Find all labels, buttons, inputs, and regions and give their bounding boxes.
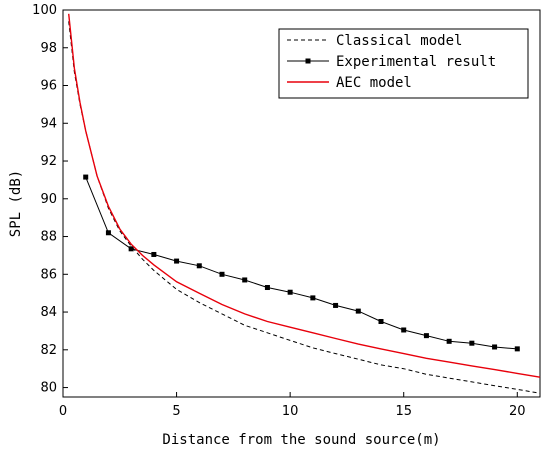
x-tick-label: 10 <box>282 404 299 419</box>
experimental-point <box>423 333 429 339</box>
experimental-point <box>151 251 157 257</box>
y-tick-label: 92 <box>40 154 57 169</box>
legend-box <box>278 28 529 99</box>
x-tick-label: 15 <box>395 404 412 419</box>
y-tick-label: 90 <box>40 192 57 207</box>
experimental-point <box>83 174 89 180</box>
x-tick-label: 20 <box>509 404 526 419</box>
y-tick-label: 84 <box>40 305 57 320</box>
legend-marker <box>305 58 311 64</box>
experimental-point <box>514 346 520 352</box>
experimental-result-line <box>85 176 518 350</box>
plot-frame <box>62 9 541 398</box>
y-tick-label: 80 <box>40 381 57 396</box>
classical-model-legend-label: Classical model <box>336 33 462 49</box>
experimental-point <box>355 308 361 314</box>
legend: Classical model Experimental result AEC mo… <box>278 28 529 99</box>
experimental-point <box>446 338 452 344</box>
experimental-point <box>492 344 498 350</box>
y-tick-label: 88 <box>40 230 57 245</box>
experimental-point <box>128 246 134 252</box>
y-tick-label: 96 <box>40 79 57 94</box>
series-layer <box>68 13 541 394</box>
x-tick-label: 0 <box>59 404 67 419</box>
experimental-point <box>401 327 407 333</box>
experimental-point <box>242 277 248 283</box>
y-tick-label: 100 <box>32 3 57 18</box>
experimental-point <box>310 295 316 301</box>
y-tick-label: 86 <box>40 267 57 282</box>
x-tick-label: 5 <box>172 404 180 419</box>
experimental-point <box>333 302 339 308</box>
experimental-result-legend-label: Experimental result <box>336 54 496 70</box>
experimental-point <box>264 285 270 291</box>
experimental-point <box>378 318 384 324</box>
y-axis: 80 82 84 86 88 90 92 94 96 98 100 <box>32 3 68 396</box>
experimental-point <box>105 230 111 236</box>
plot-area-border <box>62 9 541 398</box>
x-axis: 0 5 10 15 20 <box>59 392 526 419</box>
x-axis-label: Distance from the sound source(m) <box>162 432 440 448</box>
aec-model-line <box>68 13 541 378</box>
experimental-point <box>219 271 225 277</box>
y-axis-label: SPL (dB) <box>8 170 24 237</box>
experimental-point <box>196 263 202 269</box>
experimental-point <box>174 258 180 264</box>
experimental-point <box>287 289 293 295</box>
y-tick-label: 94 <box>40 116 57 131</box>
y-tick-label: 98 <box>40 41 57 56</box>
experimental-point <box>469 340 475 346</box>
aec-model-legend-label: AEC model <box>336 75 412 91</box>
y-tick-label: 82 <box>40 343 57 358</box>
